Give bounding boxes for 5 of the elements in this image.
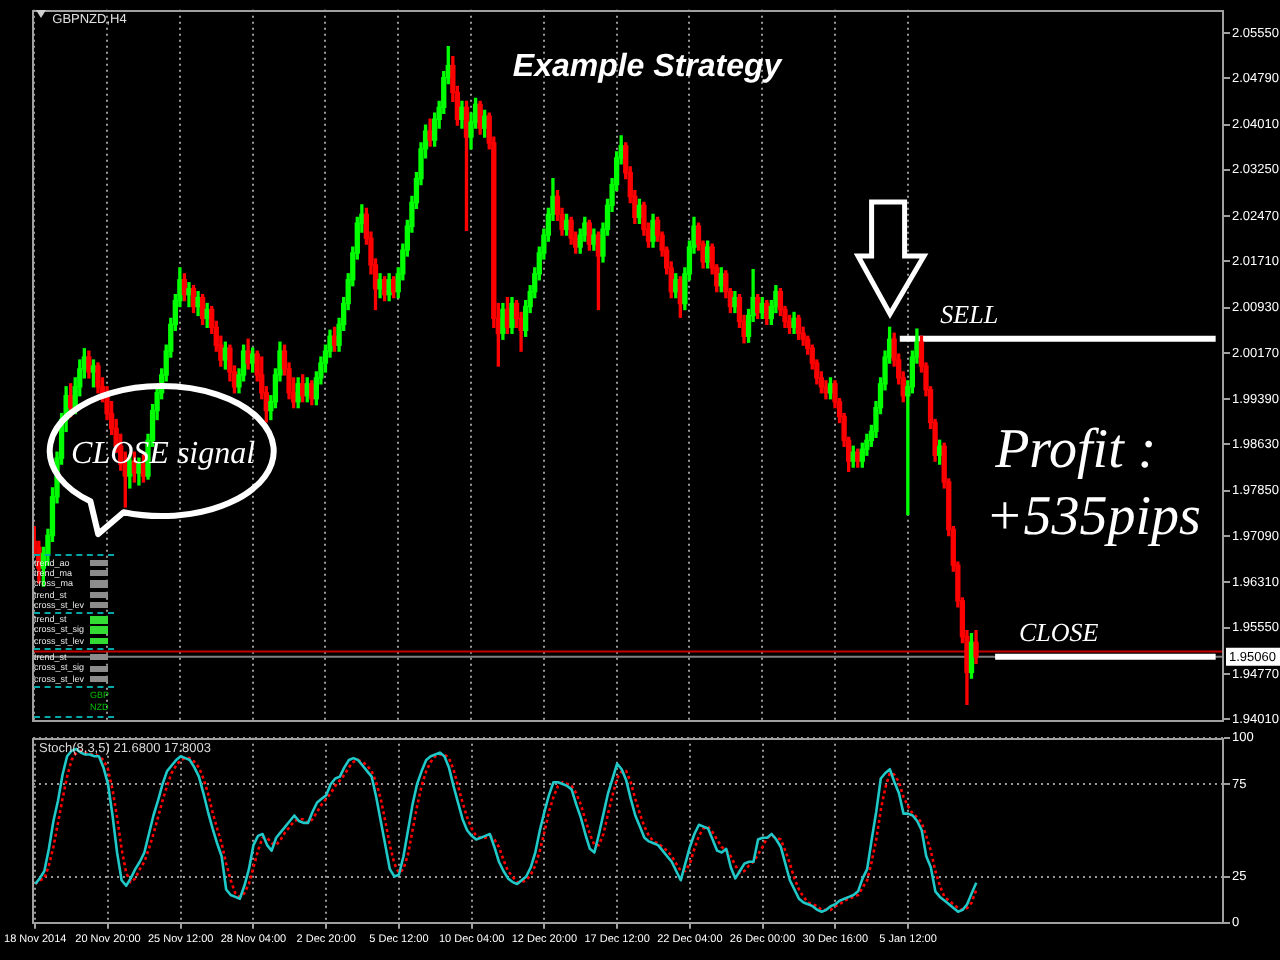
annotation: Profit : [993, 419, 1157, 482]
ref-line-label: CLOSE [1018, 616, 1099, 647]
text: Example Strategy [512, 49, 784, 84]
ref-line-label: SELL [940, 298, 999, 329]
annotation: +535pips [985, 486, 1201, 549]
